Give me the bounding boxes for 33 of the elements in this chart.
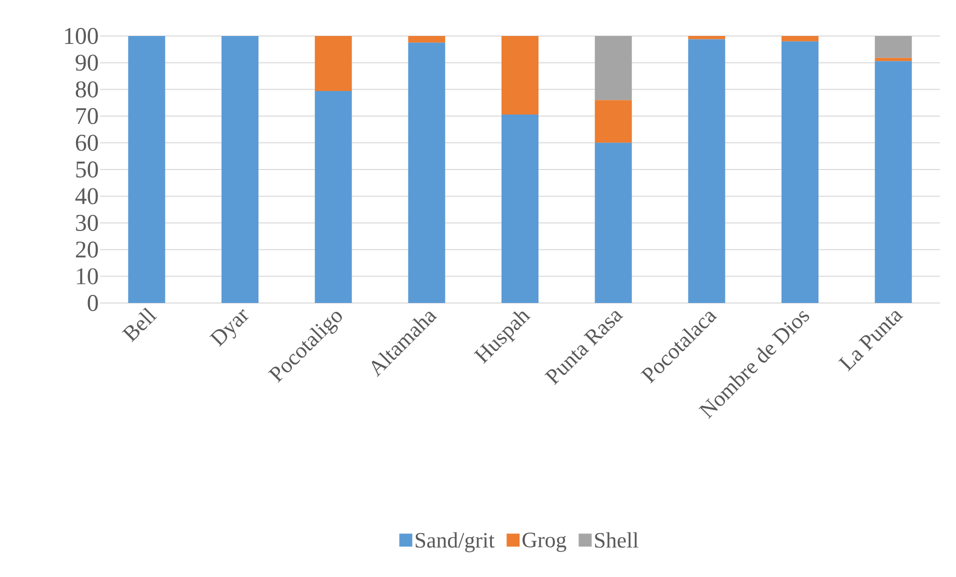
bar <box>782 36 819 42</box>
bar <box>314 36 352 91</box>
y-tick-label: 30 <box>76 214 98 231</box>
bar <box>874 58 912 62</box>
y-tick-label: 90 <box>76 54 98 71</box>
bar <box>502 114 539 303</box>
y-tick-label: 60 <box>76 134 98 151</box>
bar <box>594 100 632 143</box>
bar <box>594 142 632 303</box>
bar <box>874 61 912 303</box>
bar <box>408 42 446 303</box>
bar <box>874 36 912 58</box>
bar <box>502 36 539 114</box>
legend-label: Shell <box>595 532 638 548</box>
x-tick-label: Bell <box>122 308 158 342</box>
bar <box>688 36 726 40</box>
bar <box>128 36 166 303</box>
bar <box>594 36 632 100</box>
legend-label: Sand/grit <box>416 532 495 552</box>
y-tick-label: 70 <box>76 108 98 124</box>
y-tick-label: 10 <box>76 268 98 284</box>
y-tick-label: 0 <box>88 294 98 312</box>
y-tick-label: 80 <box>76 81 98 98</box>
bar <box>782 41 819 303</box>
y-tick-label: 100 <box>65 28 98 44</box>
bar <box>314 91 352 303</box>
y-tick-label: 40 <box>75 188 98 204</box>
y-tick-label: 50 <box>76 161 98 178</box>
legend-label: Grog <box>522 532 566 552</box>
bar <box>222 36 259 303</box>
y-tick-label: 20 <box>76 242 98 258</box>
bar <box>688 39 726 303</box>
bar <box>408 36 446 43</box>
